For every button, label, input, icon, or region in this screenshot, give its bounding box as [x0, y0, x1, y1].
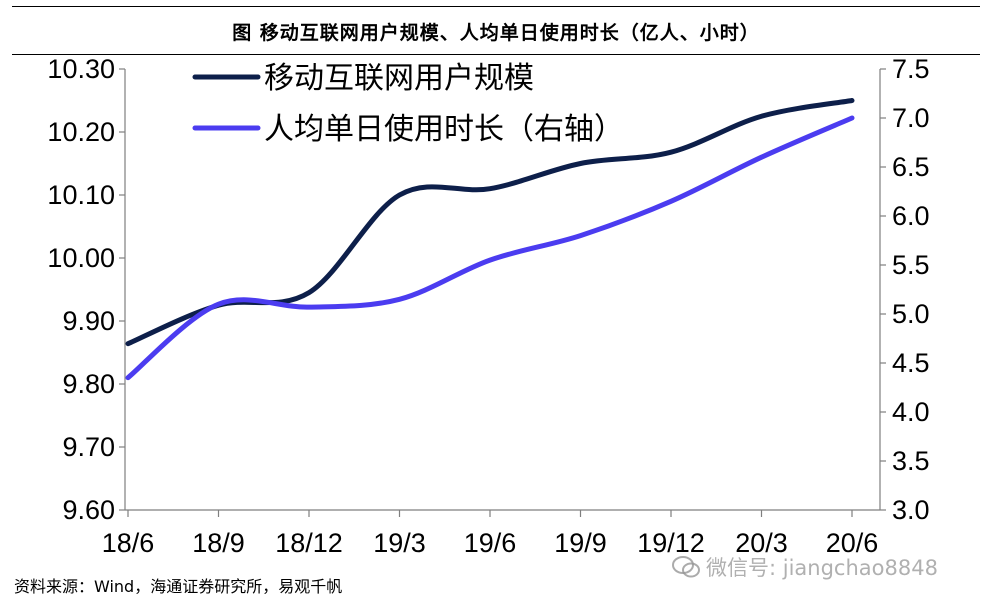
right-tick-label: 6.0: [892, 201, 930, 231]
series-line-duration: [125, 115, 855, 381]
left-tick-label: 9.80: [62, 369, 115, 399]
left-tick-label: 10.20: [47, 117, 115, 147]
title-bar: 图 移动互联网用户规模、人均单日使用时长（亿人、小时）: [0, 0, 992, 55]
right-tick-label: 3.0: [892, 495, 930, 525]
right-tick-label: 4.0: [892, 397, 930, 427]
left-tick-label: 9.70: [62, 432, 115, 462]
legend-label: 人均单日使用时长（右轴）: [264, 112, 624, 147]
right-tick-label: 6.5: [892, 152, 930, 182]
source-note: 资料来源：Wind，海通证券研究所，易观千帆: [14, 577, 343, 596]
left-tick-label: 10.10: [47, 180, 115, 210]
left-tick-label: 10.30: [47, 55, 115, 84]
right-tick-label: 4.5: [892, 348, 930, 378]
x-tick-label: 19/12: [637, 528, 705, 558]
legend-label: 移动互联网用户规模: [264, 61, 534, 96]
x-tick-label: 19/9: [554, 528, 607, 558]
left-tick-label: 9.60: [62, 495, 115, 525]
title-top-rule: [12, 6, 980, 7]
x-tick-label: 20/6: [826, 528, 879, 558]
x-tick-label: 19/3: [373, 528, 426, 558]
right-tick-label: 5.5: [892, 250, 930, 280]
right-tick-label: 5.0: [892, 299, 930, 329]
chart-title: 图 移动互联网用户规模、人均单日使用时长（亿人、小时）: [232, 22, 760, 44]
x-tick-label: 18/12: [275, 528, 343, 558]
right-tick-label: 7.5: [892, 55, 930, 84]
x-tick-label: 20/3: [735, 528, 788, 558]
right-tick-label: 7.0: [892, 103, 930, 133]
left-tick-label: 9.90: [62, 306, 115, 336]
right-tick-label: 3.5: [892, 446, 930, 476]
title-bottom-rule: [12, 54, 980, 55]
x-tick-label: 18/9: [192, 528, 245, 558]
wechat-icon: [672, 556, 700, 578]
x-tick-label: 18/6: [102, 528, 155, 558]
watermark: 微信号: jiangchao8848: [672, 552, 938, 582]
x-tick-label: 19/6: [464, 528, 517, 558]
left-tick-label: 10.00: [47, 243, 115, 273]
watermark-text: 微信号: jiangchao8848: [706, 556, 938, 580]
line-chart: 9.60 9.70 9.80 9.90 10.00 10.10 10.20 10.30 3.0 3…: [47, 55, 930, 558]
